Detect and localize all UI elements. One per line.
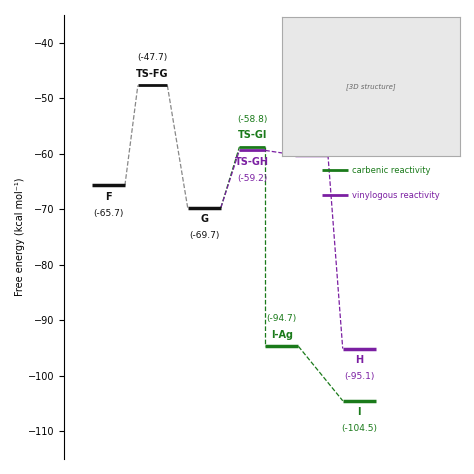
Text: G: G bbox=[201, 214, 208, 224]
Text: H-Ag: H-Ag bbox=[298, 138, 325, 148]
Text: I-Ag: I-Ag bbox=[271, 330, 293, 340]
Text: (-47.7): (-47.7) bbox=[137, 53, 168, 62]
Text: (-95.1): (-95.1) bbox=[344, 372, 374, 381]
Text: (-94.7): (-94.7) bbox=[267, 314, 297, 323]
Text: (-60.2): (-60.2) bbox=[296, 123, 327, 132]
Text: H: H bbox=[356, 355, 364, 365]
Y-axis label: Free energy (kcal mol⁻¹): Free energy (kcal mol⁻¹) bbox=[15, 178, 25, 296]
Text: TS-GI: TS-GI bbox=[237, 130, 267, 140]
Text: vinylogous reactivity: vinylogous reactivity bbox=[352, 191, 440, 200]
Text: carbenic reactivity: carbenic reactivity bbox=[352, 166, 430, 175]
Text: (-69.7): (-69.7) bbox=[189, 231, 219, 240]
Text: (-65.7): (-65.7) bbox=[93, 209, 124, 218]
Text: [3D structure]: [3D structure] bbox=[346, 83, 396, 90]
Text: F: F bbox=[105, 192, 111, 202]
Text: I: I bbox=[357, 407, 361, 418]
Text: TS-GH: TS-GH bbox=[235, 157, 269, 167]
Text: TS-FG: TS-FG bbox=[137, 69, 169, 79]
Text: (-58.8): (-58.8) bbox=[237, 115, 267, 124]
Text: (-59.2): (-59.2) bbox=[237, 174, 267, 183]
Text: (-104.5): (-104.5) bbox=[341, 424, 377, 433]
